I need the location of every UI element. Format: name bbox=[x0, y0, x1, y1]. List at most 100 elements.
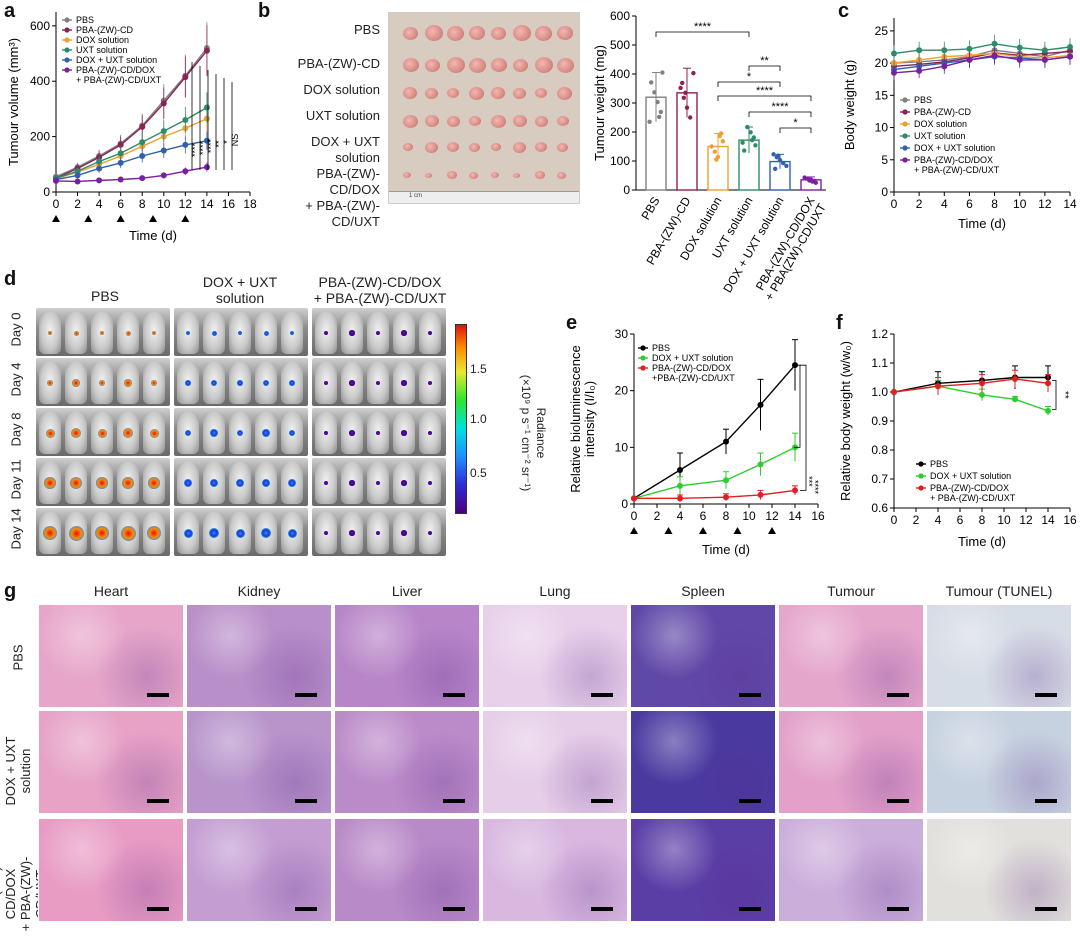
y-tick-label: 400 bbox=[610, 67, 630, 81]
scale-bar bbox=[295, 693, 317, 697]
data-dot bbox=[649, 80, 654, 85]
tumour-sample bbox=[425, 25, 443, 41]
x-axis-label: Time (d) bbox=[958, 534, 1006, 549]
data-point bbox=[941, 63, 948, 70]
data-point bbox=[117, 176, 124, 183]
legend-marker bbox=[902, 133, 908, 139]
significance-label: ** bbox=[1059, 391, 1070, 399]
significance-label: NS bbox=[230, 134, 240, 147]
legend-marker bbox=[64, 37, 70, 43]
tumour-sample bbox=[469, 116, 481, 126]
y-tick-label: 0.8 bbox=[871, 443, 888, 457]
data-point bbox=[160, 172, 167, 179]
data-point bbox=[160, 147, 167, 154]
data-point bbox=[139, 175, 146, 182]
data-dot bbox=[773, 166, 778, 172]
mouse-silhouette bbox=[177, 311, 199, 354]
scale-bar bbox=[295, 907, 317, 911]
body-weight-chart: 0 2 4 6 8 10 12 14 0 5 10 15 20 25 Time (d) Body weight… bbox=[842, 18, 1077, 231]
tumour-photo-labels: PBS PBA-(ZW)-CD DOX solution UXT solution DO… bbox=[272, 12, 380, 229]
mouse-silhouette bbox=[281, 511, 303, 554]
tumour-sample bbox=[403, 143, 413, 151]
mouse-silhouette bbox=[117, 411, 139, 454]
data-dot bbox=[774, 155, 779, 160]
legend-entry-line: PBA-(ZW)-CD/DOX bbox=[652, 363, 731, 373]
bioluminescence-spot bbox=[323, 330, 329, 336]
bioluminescence-spot bbox=[236, 479, 244, 487]
data-point bbox=[935, 383, 941, 390]
bioluminescence-spot bbox=[349, 380, 355, 386]
scale-bar bbox=[591, 693, 613, 697]
bioluminescence-spot bbox=[427, 430, 433, 436]
ivis-col-pba: PBA-(ZW)-CD/DOX + PBA-(ZW)-CD/UXT bbox=[313, 274, 447, 306]
mouse-silhouette bbox=[143, 411, 165, 454]
legend-marker bbox=[902, 121, 908, 127]
tumour-row-label: DOX + UXT solution bbox=[311, 134, 380, 165]
tumour-sample bbox=[535, 142, 547, 152]
data-point bbox=[757, 401, 764, 408]
ivis-image bbox=[312, 508, 446, 556]
y-tick-label: 600 bbox=[30, 19, 50, 33]
y-axis-label-line: Body weight (g) bbox=[842, 60, 857, 150]
tumour-sample bbox=[491, 58, 507, 72]
legend-entry-line: DOX + UXT solution bbox=[930, 471, 1011, 481]
histology-image bbox=[38, 818, 184, 922]
histology-image bbox=[778, 604, 924, 708]
relative-body-weight-chart: 0 2 4 6 8 10 12 14 16 0.6 0.7 0.8 0.9 1.0 1.1 1.2 Time (… bbox=[838, 327, 1077, 549]
mouse-silhouette bbox=[177, 461, 199, 504]
bioluminescence-spot bbox=[124, 379, 132, 387]
histology-image bbox=[630, 818, 776, 922]
mouse-silhouette bbox=[91, 311, 113, 354]
tumour-sample bbox=[403, 114, 418, 128]
data-point bbox=[723, 438, 729, 445]
series-line bbox=[633, 446, 796, 500]
dosing-arrow bbox=[630, 527, 638, 534]
ivis-image bbox=[36, 408, 170, 456]
legend-marker bbox=[64, 67, 70, 73]
x-tick-label: 8 bbox=[723, 509, 730, 523]
bioluminescence-spot bbox=[210, 379, 218, 387]
bioluminescence-spot bbox=[288, 479, 296, 487]
bioluminescence-spot bbox=[288, 429, 296, 437]
series-line bbox=[893, 50, 1071, 68]
legend-entry-line: DOX + UXT solution bbox=[76, 55, 157, 65]
mouse-silhouette bbox=[393, 511, 415, 554]
series-line bbox=[55, 166, 208, 183]
x-tick-label: PBS bbox=[638, 195, 662, 223]
y-tick-label: 0.6 bbox=[871, 501, 888, 515]
tumour-sample bbox=[403, 26, 418, 40]
y-tick-label: 0 bbox=[621, 497, 628, 511]
bioluminescence-spot bbox=[349, 330, 355, 336]
y-tick-label: 20 bbox=[615, 384, 629, 398]
y-axis-label-line: Tumour volume (mm³) bbox=[6, 38, 21, 166]
significance-bracket bbox=[1052, 380, 1057, 410]
ivis-day-label: Day 8 bbox=[8, 412, 24, 447]
dosing-arrow bbox=[84, 215, 93, 222]
data-point bbox=[891, 50, 897, 57]
legend-entry: DOX + UXT solution bbox=[914, 143, 995, 153]
x-tick-label: 2 bbox=[654, 509, 661, 523]
ivis-day-label: Day 14 bbox=[8, 508, 24, 550]
tumour-sample bbox=[557, 57, 574, 73]
significance-label: **** bbox=[810, 480, 820, 495]
x-axis-label: Time (d) bbox=[129, 228, 177, 243]
x-tick-label: 2 bbox=[913, 513, 920, 527]
data-dot bbox=[657, 114, 662, 120]
y-tick-label: 1.0 bbox=[871, 385, 888, 399]
x-tick-label: 12 bbox=[179, 197, 193, 211]
ivis-image bbox=[174, 408, 308, 456]
bioluminescence-spot bbox=[262, 379, 270, 387]
data-point bbox=[117, 141, 124, 148]
x-tick-label: 0 bbox=[631, 509, 638, 523]
legend-marker bbox=[640, 355, 646, 361]
significance-label: ** bbox=[214, 140, 224, 148]
mouse-silhouette bbox=[315, 511, 337, 554]
mouse-silhouette bbox=[65, 311, 87, 354]
data-point bbox=[677, 467, 683, 473]
bioluminescence-spot bbox=[289, 380, 295, 386]
bioluminescence-spot bbox=[401, 380, 407, 386]
bioluminescence-spot bbox=[427, 380, 433, 386]
series-line bbox=[893, 52, 1071, 64]
significance-bracket bbox=[717, 81, 781, 87]
y-tick-label: 500 bbox=[610, 38, 630, 52]
